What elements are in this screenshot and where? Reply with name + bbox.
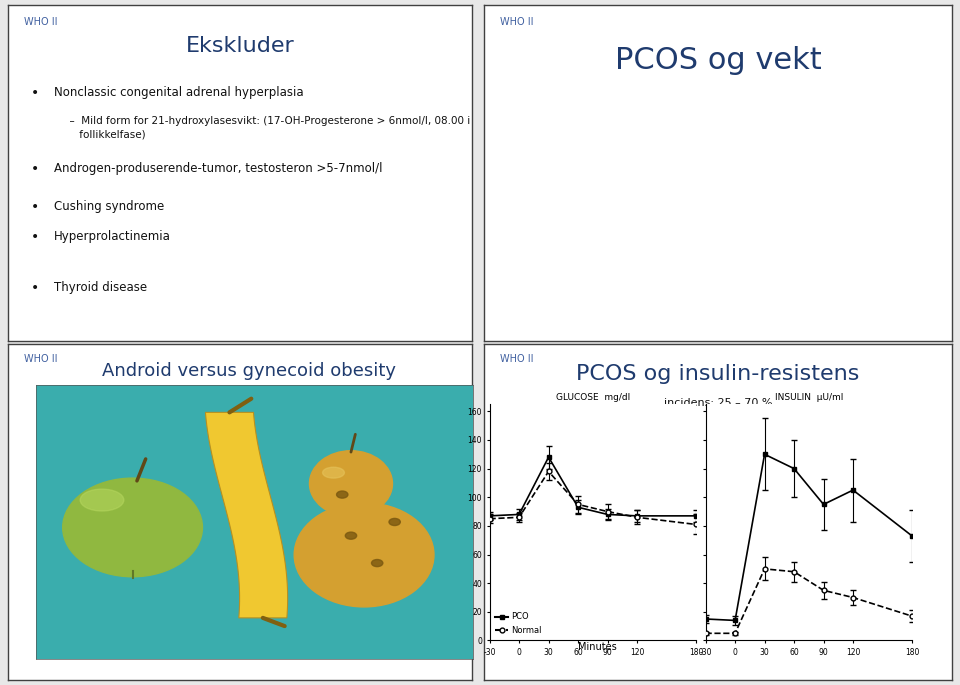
Circle shape xyxy=(372,560,383,566)
Title: GLUCOSE  mg/dl: GLUCOSE mg/dl xyxy=(556,393,630,402)
Text: WHO II: WHO II xyxy=(24,17,58,27)
Text: •: • xyxy=(31,281,39,295)
Text: PCOS og insulin-resistens: PCOS og insulin-resistens xyxy=(576,364,860,384)
Title: INSULIN  μU/ml: INSULIN μU/ml xyxy=(775,393,843,402)
Text: Android versus gynecoid obesity: Android versus gynecoid obesity xyxy=(103,362,396,380)
Circle shape xyxy=(337,491,348,498)
Text: WHO II: WHO II xyxy=(24,354,58,364)
Text: Ekskluder: Ekskluder xyxy=(185,36,295,55)
Text: •: • xyxy=(31,86,39,100)
Circle shape xyxy=(389,519,400,525)
Ellipse shape xyxy=(323,467,345,478)
Ellipse shape xyxy=(294,503,434,607)
Legend: PCO, Normal: PCO, Normal xyxy=(493,611,543,636)
Text: •: • xyxy=(31,200,39,214)
Text: WHO II: WHO II xyxy=(500,17,534,27)
Text: •: • xyxy=(31,230,39,245)
Text: Nonclassic congenital adrenal hyperplasia: Nonclassic congenital adrenal hyperplasi… xyxy=(54,86,303,99)
Polygon shape xyxy=(205,412,288,618)
Text: Hyperprolactinemia: Hyperprolactinemia xyxy=(54,230,171,243)
Text: Thyroid disease: Thyroid disease xyxy=(54,281,147,294)
Text: •: • xyxy=(31,162,39,175)
Circle shape xyxy=(346,532,357,539)
Ellipse shape xyxy=(80,489,124,511)
Text: Cushing syndrome: Cushing syndrome xyxy=(54,200,164,213)
Ellipse shape xyxy=(309,451,393,516)
Text: PCOS og vekt: PCOS og vekt xyxy=(614,46,822,75)
Text: WHO II: WHO II xyxy=(500,354,534,364)
Text: incidens: 25 – 70 %: incidens: 25 – 70 % xyxy=(663,397,773,408)
Text: –  Mild form for 21-hydroxylasesvikt: (17-OH-Progesterone > 6nmol/l, 08.00 i
   : – Mild form for 21-hydroxylasesvikt: (17… xyxy=(63,116,470,140)
Text: Minutes: Minutes xyxy=(578,642,616,652)
Ellipse shape xyxy=(62,478,203,577)
Text: Androgen-produserende-tumor, testosteron >5-7nmol/l: Androgen-produserende-tumor, testosteron… xyxy=(54,162,383,175)
